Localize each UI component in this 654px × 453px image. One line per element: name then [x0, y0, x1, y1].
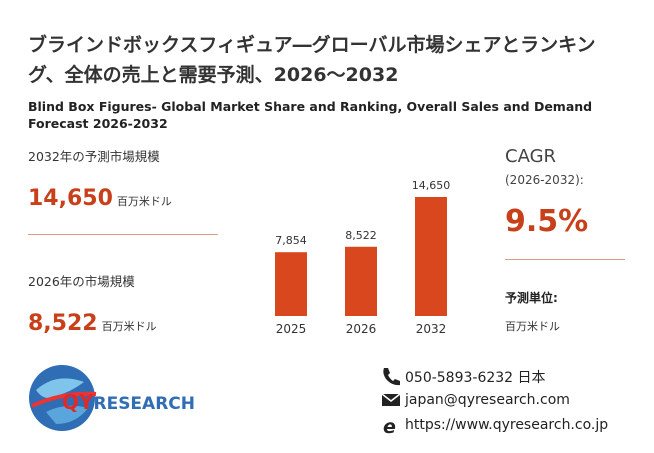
current-unit: 百万米ドル	[101, 320, 157, 333]
current-block: 8,522 百万米ドル	[28, 311, 157, 336]
x-tick-label: 2025	[276, 322, 307, 336]
email: japan@qyresearch.com	[405, 392, 570, 408]
divider	[505, 259, 625, 260]
unit-label: 予測単位:	[505, 291, 558, 305]
logo-globe	[29, 365, 97, 431]
bar	[345, 246, 377, 316]
forecast-label: 2032年の予測市場規模	[28, 149, 160, 164]
cagr-label: CAGR	[505, 146, 557, 167]
forecast-unit: 百万米ドル	[116, 195, 172, 208]
chart: 7,854 2025 8,522 2026 14,650 2032	[275, 179, 451, 336]
current-label: 2026年の市場規模	[28, 274, 135, 289]
bar	[275, 252, 307, 316]
value-label: 8,522	[345, 229, 377, 242]
subtitle: Blind Box Figures- Global Market Share a…	[28, 99, 593, 131]
phone: 050-5893-6232 日本	[405, 370, 546, 386]
value-label: 7,854	[275, 234, 307, 247]
website: https://www.qyresearch.co.jp	[405, 417, 609, 433]
divider	[28, 234, 218, 235]
contact-icons: e	[381, 368, 401, 436]
current-value: 8,522	[28, 311, 98, 336]
forecast-block: 14,650 百万米ドル	[28, 186, 172, 211]
svg-text:e: e	[383, 416, 396, 436]
forecast-value: 14,650	[28, 186, 113, 211]
logo-prefix: QY	[62, 390, 94, 414]
logo-text: QYRESEARCH	[62, 390, 195, 414]
x-tick-label: 2026	[346, 322, 377, 336]
cagr-period: (2026-2032):	[505, 173, 584, 187]
x-tick-label: 2032	[416, 322, 447, 336]
unit-value: 百万米ドル	[505, 320, 560, 333]
title: ブラインドボックスフィギュア―グローバル市場シェアとランキング、全体の売上と需要…	[28, 34, 596, 86]
cagr-value: 9.5%	[505, 204, 589, 239]
value-label: 14,650	[412, 179, 451, 192]
bar	[415, 197, 447, 316]
logo-rest: RESEARCH	[93, 394, 195, 414]
